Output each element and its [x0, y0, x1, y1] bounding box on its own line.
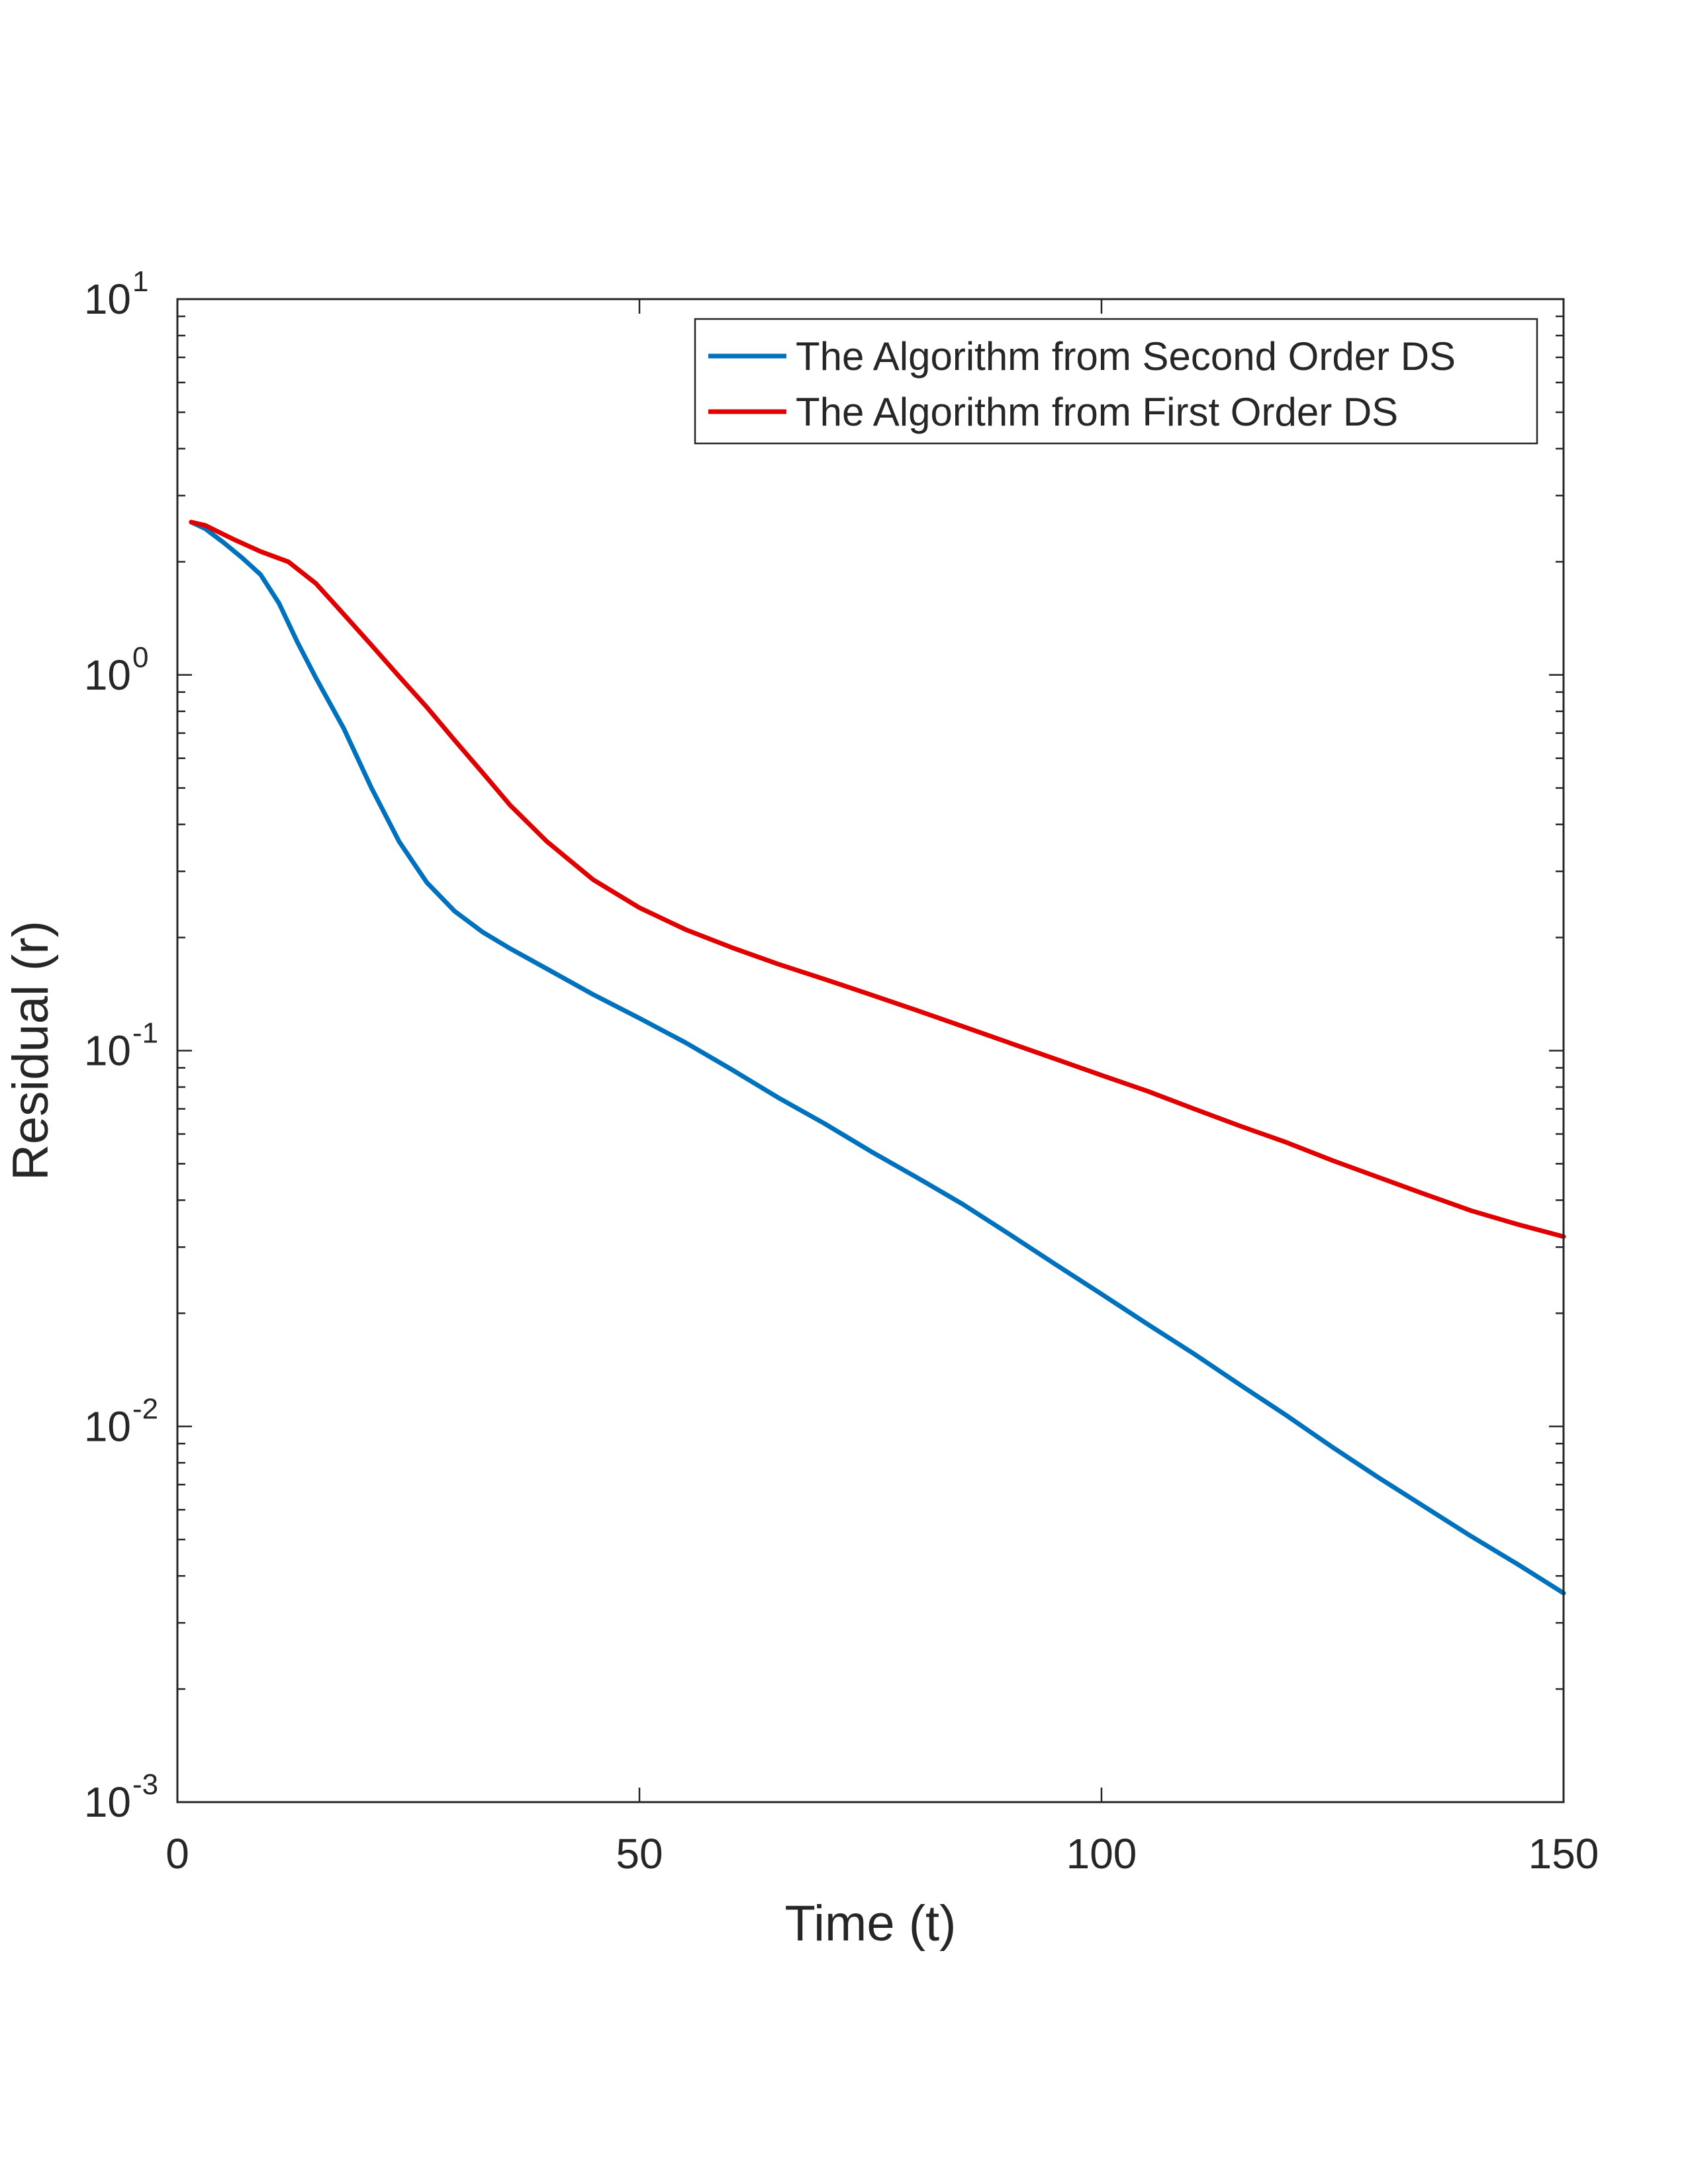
x-axis-ticks: 0 50 100 150 — [165, 299, 1599, 1878]
y-tick-label: 10 — [84, 1778, 131, 1826]
y-axis-title: Residual (r) — [3, 921, 59, 1181]
x-tick-label: 100 — [1066, 1830, 1137, 1878]
legend-label-2: The Algorithm from First Order DS — [796, 390, 1398, 434]
legend-box — [694, 318, 1538, 445]
y-tick-label: 10 — [84, 1402, 131, 1450]
y-tick-exponent: -2 — [132, 1392, 158, 1425]
y-tick-exponent: 1 — [132, 265, 148, 298]
x-tick-label: 150 — [1528, 1830, 1599, 1878]
plot-area-frame — [176, 298, 1565, 1803]
x-axis-title: Time (t) — [785, 1895, 957, 1952]
series-layer — [189, 520, 1566, 1596]
y-tick-exponent: 0 — [132, 641, 148, 674]
x-tick-label: 0 — [165, 1830, 189, 1878]
y-tick-exponent: -3 — [132, 1768, 158, 1801]
series-line-1 — [189, 520, 1566, 1596]
legend-label-1: The Algorithm from Second Order DS — [796, 334, 1456, 379]
y-tick-label: 10 — [84, 1027, 131, 1075]
y-tick-label: 10 — [84, 275, 131, 323]
x-tick-label: 50 — [616, 1830, 663, 1878]
y-tick-label: 10 — [84, 651, 131, 699]
legend: The Algorithm from Second Order DS The Al… — [694, 318, 1538, 445]
series-line-2 — [189, 520, 1566, 1239]
y-tick-exponent: -1 — [132, 1017, 158, 1050]
